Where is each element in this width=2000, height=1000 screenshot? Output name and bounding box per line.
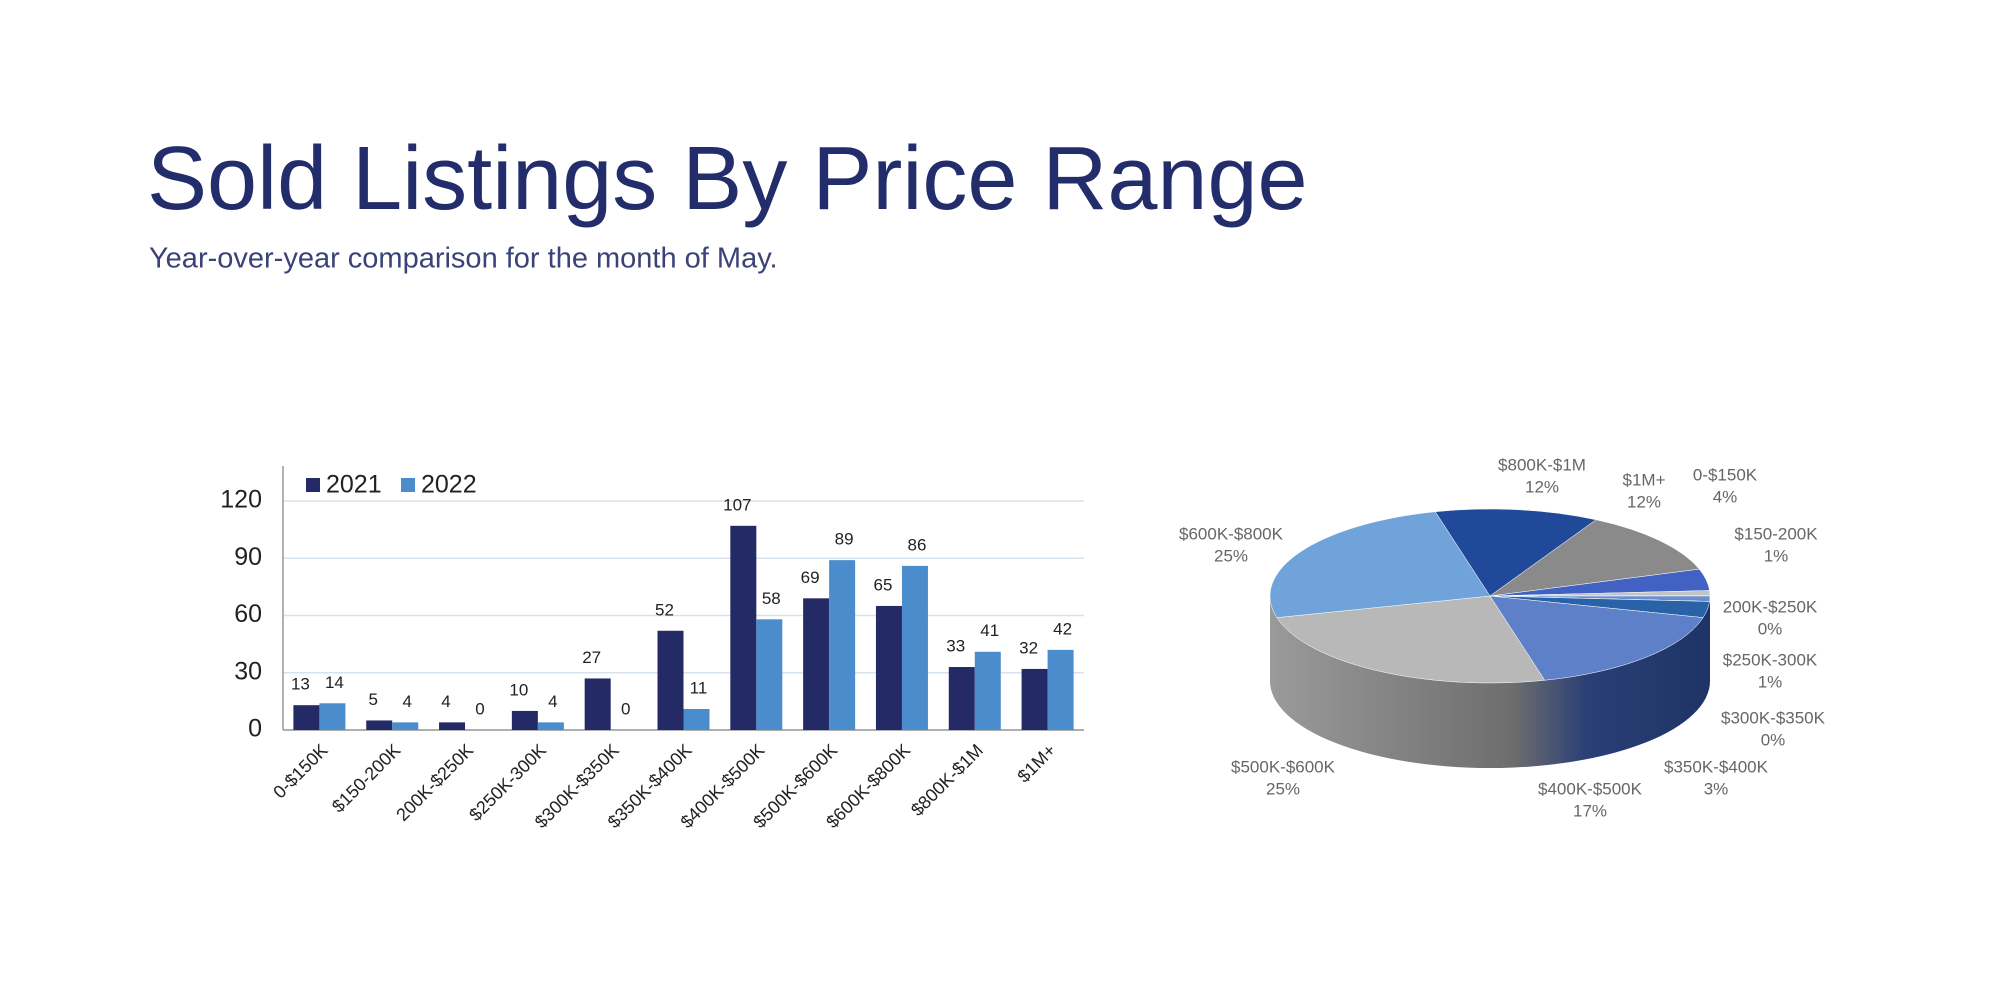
pie-percent: 3% bbox=[1704, 779, 1729, 798]
pie-slice bbox=[1269, 511, 1491, 618]
pie-label: $350K-$400K bbox=[1664, 757, 1769, 776]
bar bbox=[584, 678, 611, 730]
bar bbox=[1047, 649, 1074, 730]
value-label: 10 bbox=[509, 680, 528, 699]
bar bbox=[293, 705, 320, 730]
pie-percent: 17% bbox=[1573, 801, 1607, 820]
pie-percent: 25% bbox=[1266, 779, 1300, 798]
y-tick-label: 30 bbox=[234, 657, 262, 685]
pie-rim bbox=[1270, 596, 1710, 768]
bar bbox=[948, 667, 975, 730]
pie-slice bbox=[1489, 519, 1700, 597]
value-label: 4 bbox=[441, 692, 450, 711]
y-tick-label: 0 bbox=[248, 715, 262, 743]
legend-label: 2022 bbox=[421, 471, 477, 499]
x-tick-label: $800K-$1M bbox=[907, 740, 987, 820]
bar bbox=[439, 722, 466, 730]
pie-percent: 4% bbox=[1713, 487, 1738, 506]
pie-slice bbox=[1434, 508, 1597, 597]
pie-label: $1M+ bbox=[1623, 470, 1666, 489]
bar bbox=[1021, 668, 1048, 730]
pie-label: 0-$150K bbox=[1693, 465, 1758, 484]
bar bbox=[803, 598, 830, 730]
pie-slice bbox=[1489, 595, 1704, 681]
value-label: 69 bbox=[801, 568, 820, 587]
bar bbox=[511, 710, 538, 730]
pie-percent: 1% bbox=[1764, 546, 1789, 565]
value-label: 5 bbox=[368, 690, 377, 709]
pie-label: $150-200K bbox=[1734, 524, 1818, 543]
value-label: 13 bbox=[291, 675, 310, 694]
pie-label: $250K-300K bbox=[1723, 650, 1818, 669]
legend-swatch bbox=[306, 478, 320, 492]
pie-label: $500K-$600K bbox=[1231, 757, 1336, 776]
value-label: 89 bbox=[835, 530, 854, 549]
bar bbox=[974, 651, 1001, 730]
x-tick-label: 200K-$250K bbox=[392, 740, 477, 825]
value-label: 86 bbox=[907, 535, 926, 554]
y-tick-label: 90 bbox=[234, 543, 262, 571]
page-title: Sold Listings By Price Range bbox=[147, 129, 1308, 229]
pie-percent: 12% bbox=[1525, 477, 1559, 496]
x-tick-label: $150-200K bbox=[328, 740, 404, 816]
pie-label: $300K-$350K bbox=[1721, 708, 1826, 727]
pie-label: $400K-$500K bbox=[1538, 779, 1643, 798]
bar bbox=[392, 722, 419, 730]
bar bbox=[829, 560, 856, 730]
bar bbox=[319, 703, 346, 730]
bar bbox=[537, 722, 564, 730]
x-tick-label: 0-$150K bbox=[269, 740, 331, 802]
value-label: 0 bbox=[475, 699, 484, 718]
value-label: 14 bbox=[325, 673, 344, 692]
bar bbox=[875, 605, 902, 730]
pie-percent: 0% bbox=[1758, 619, 1783, 638]
bar bbox=[730, 525, 757, 730]
value-label: 27 bbox=[582, 648, 601, 667]
pie-percent: 12% bbox=[1627, 492, 1661, 511]
pie-label: 200K-$250K bbox=[1723, 597, 1818, 616]
bar bbox=[657, 630, 684, 730]
pie-percent: 0% bbox=[1761, 730, 1786, 749]
value-label: 41 bbox=[980, 621, 999, 640]
pie-percent: 1% bbox=[1758, 672, 1783, 691]
value-label: 65 bbox=[873, 575, 892, 594]
x-tick-label: $1M+ bbox=[1013, 740, 1059, 786]
value-label: 33 bbox=[946, 637, 965, 656]
bar bbox=[683, 709, 710, 730]
y-tick-label: 60 bbox=[234, 600, 262, 628]
value-label: 11 bbox=[690, 678, 708, 697]
legend-label: 2021 bbox=[326, 471, 382, 499]
value-label: 58 bbox=[762, 589, 781, 608]
bar bbox=[901, 565, 928, 730]
pie-slice bbox=[1276, 595, 1546, 684]
y-tick-label: 120 bbox=[220, 486, 262, 514]
pie-label: $800K-$1M bbox=[1498, 455, 1586, 474]
bar bbox=[366, 720, 393, 730]
pie-percent: 25% bbox=[1214, 546, 1248, 565]
value-label: 0 bbox=[621, 699, 630, 718]
value-label: 42 bbox=[1053, 619, 1072, 638]
pie-label: $600K-$800K bbox=[1179, 524, 1284, 543]
bar bbox=[756, 619, 783, 730]
value-label: 107 bbox=[723, 495, 751, 514]
value-label: 52 bbox=[655, 600, 674, 619]
page-subtitle: Year-over-year comparison for the month … bbox=[149, 243, 778, 275]
value-label: 4 bbox=[402, 692, 411, 711]
legend-swatch bbox=[401, 478, 415, 492]
value-label: 4 bbox=[548, 692, 557, 711]
value-label: 32 bbox=[1019, 638, 1038, 657]
